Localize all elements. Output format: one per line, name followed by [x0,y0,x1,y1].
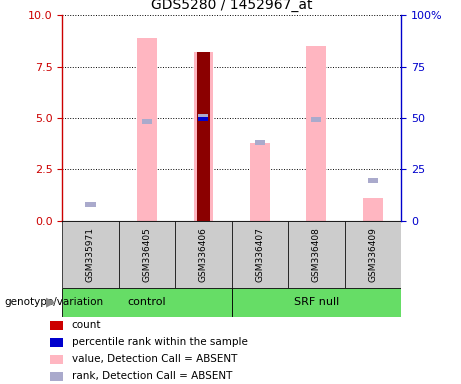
Text: SRF null: SRF null [294,297,339,308]
Bar [50,338,63,347]
Bar [250,143,270,221]
Text: count: count [72,320,101,330]
Bar [363,198,383,221]
Text: value, Detection Call = ABSENT: value, Detection Call = ABSENT [72,354,237,364]
Bar [198,114,208,119]
Text: GSM336407: GSM336407 [255,227,265,282]
Text: control: control [128,297,166,308]
Bar [344,221,401,288]
Text: genotype/variation: genotype/variation [5,297,104,308]
Bar [231,288,401,317]
Bar [85,202,95,207]
Bar [50,355,63,364]
Bar [231,221,288,288]
Bar [368,178,378,183]
Bar [137,38,157,221]
Text: percentile rank within the sample: percentile rank within the sample [72,337,248,347]
Text: GSM336406: GSM336406 [199,227,208,282]
Bar [197,52,210,221]
Bar [142,119,152,124]
Text: GSM336405: GSM336405 [142,227,152,282]
Bar [62,288,231,317]
Text: GSM335971: GSM335971 [86,227,95,282]
Bar [118,221,175,288]
Bar [307,46,326,221]
Text: GSM336409: GSM336409 [368,227,378,282]
Bar [175,221,231,288]
Bar [50,372,63,381]
Title: GDS5280 / 1452967_at: GDS5280 / 1452967_at [151,0,313,12]
Bar [50,321,63,329]
Bar [194,52,213,221]
Text: GSM336408: GSM336408 [312,227,321,282]
Bar [311,117,321,122]
Text: ▶: ▶ [46,296,55,309]
Bar [198,117,208,121]
Text: rank, Detection Call = ABSENT: rank, Detection Call = ABSENT [72,371,232,381]
Bar [288,221,344,288]
Bar [255,140,265,145]
Bar [62,221,118,288]
